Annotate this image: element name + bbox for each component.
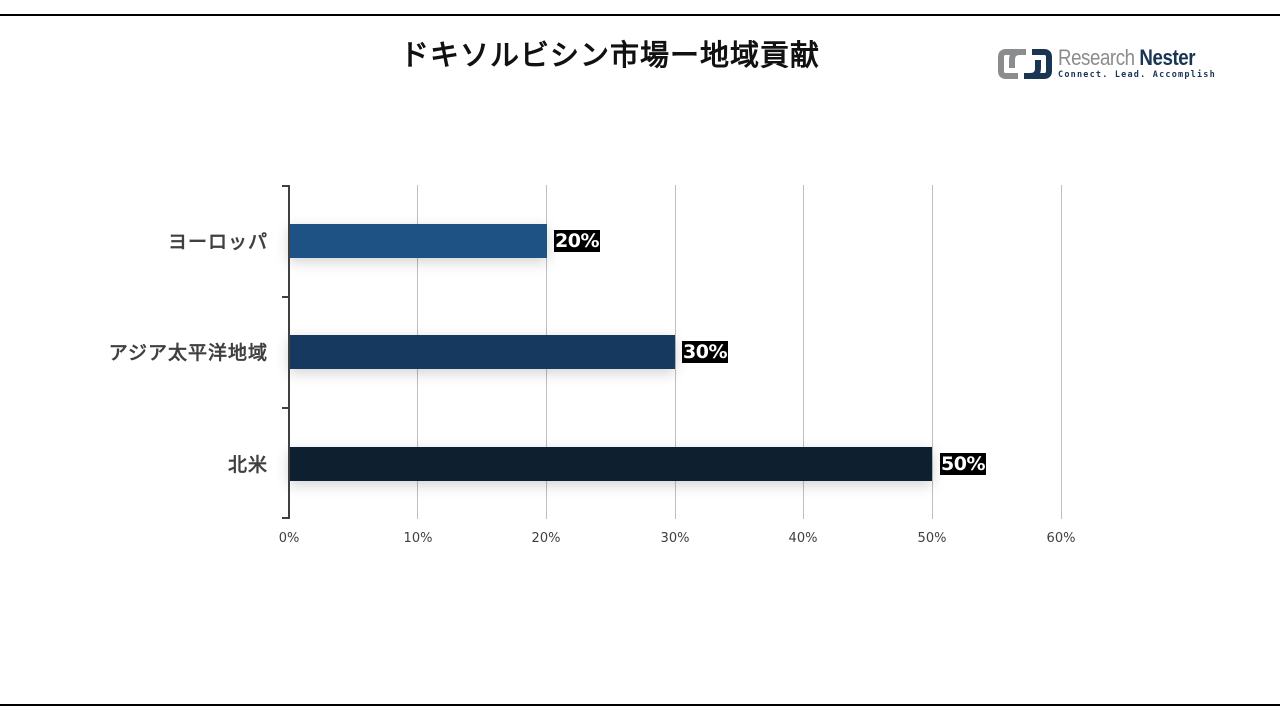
- x-tick-label: 0%: [278, 531, 300, 546]
- y-tick: [282, 185, 290, 187]
- x-tick-label: 30%: [660, 531, 690, 546]
- y-tick: [282, 407, 290, 409]
- top-rule: [0, 14, 1280, 16]
- y-tick: [282, 296, 290, 298]
- linked-rings-icon: [998, 49, 1052, 79]
- y-tick: [282, 517, 290, 519]
- gridline-40: [803, 185, 804, 519]
- x-tick-label: 20%: [531, 531, 561, 546]
- bottom-rule: [0, 704, 1280, 706]
- bar-north-america: [289, 447, 932, 481]
- research-nester-logo: Research Nester Connect. Lead. Accomplis…: [998, 46, 1218, 82]
- category-label-north-america: 北米: [227, 454, 268, 476]
- x-tick-label: 40%: [788, 531, 818, 546]
- value-label-asia-pacific: 30%: [682, 341, 728, 363]
- bar-asia-pacific: [289, 335, 675, 369]
- bar-europe: [289, 224, 547, 258]
- logo-name: Research Nester: [1058, 45, 1196, 70]
- value-label-north-america: 50%: [940, 453, 986, 475]
- logo-tagline: Connect. Lead. Accomplish: [1058, 70, 1216, 80]
- gridline-50: [932, 185, 933, 519]
- plot-area: [289, 185, 1062, 519]
- x-tick-label: 10%: [403, 531, 433, 546]
- x-tick-label: 50%: [917, 531, 947, 546]
- gridline-60: [1061, 185, 1062, 519]
- category-label-asia-pacific: アジア太平洋地域: [108, 342, 268, 364]
- x-tick-label: 60%: [1046, 531, 1076, 546]
- gridline-30: [675, 185, 676, 519]
- chart-title: ドキソルビシン市場ー地域貢献: [399, 38, 820, 72]
- y-axis: [288, 185, 290, 519]
- value-label-europe: 20%: [554, 230, 600, 252]
- category-label-europe: ヨーロッパ: [167, 231, 268, 253]
